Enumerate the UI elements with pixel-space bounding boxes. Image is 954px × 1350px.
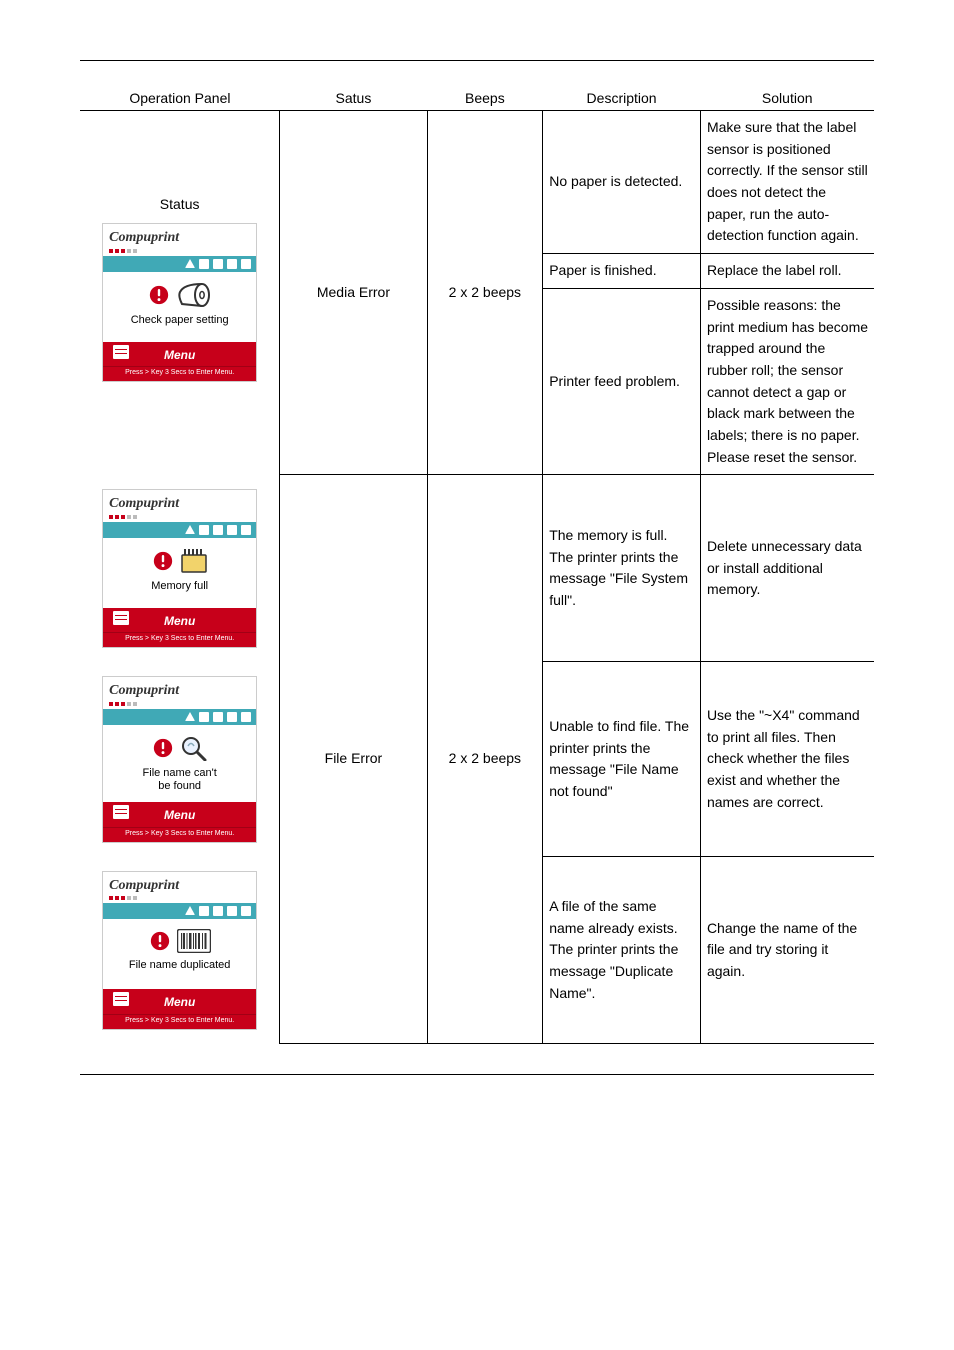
panel-menubar: Menu (103, 342, 256, 367)
printer-panel-memory: Compuprint (102, 489, 257, 648)
panel-brand-dots (103, 896, 256, 903)
memory-chip-icon (180, 548, 208, 574)
menu-grid-icon (113, 611, 129, 625)
panel-message: Check paper setting (107, 314, 252, 328)
col-header-solution: Solution (700, 86, 874, 111)
desc-file-3: A file of the same name already exists. … (543, 857, 701, 1044)
menu-grid-icon (113, 992, 129, 1006)
panel-cell-fdup: Compuprint (80, 857, 280, 1044)
status-media: Media Error (280, 111, 427, 475)
panel-message: Memory full (107, 580, 252, 594)
panel-cell-fnf: Compuprint (80, 662, 280, 857)
panel-iconbar (103, 522, 256, 538)
desc-media-2: Paper is finished. (543, 254, 701, 289)
panel-iconbar (103, 709, 256, 725)
panel-iconbar (103, 256, 256, 272)
panel-message: File name duplicated (107, 959, 252, 973)
panel-menu-hint: Press > Key 3 Secs to Enter Menu. (103, 1014, 256, 1029)
panel-menubar: Menu (103, 802, 256, 827)
desc-file-2: Unable to find file. The printer prints … (543, 662, 701, 857)
panel-brand-dots (103, 249, 256, 256)
panel-iconbar (103, 903, 256, 919)
panel-brand: Compuprint (103, 677, 256, 702)
panel-menubar: Menu (103, 608, 256, 633)
beeps-file: 2 x 2 beeps (427, 475, 543, 1044)
sol-media-2: Replace the label roll. (700, 254, 874, 289)
printer-panel-paper: Compuprint (102, 223, 257, 382)
alert-icon (152, 550, 174, 572)
sol-file-1: Delete unnecessary data or install addit… (700, 475, 874, 662)
alert-icon (148, 284, 170, 306)
status-file: File Error (280, 475, 427, 1044)
panel-brand: Compuprint (103, 224, 256, 249)
panel-menu-label: Menu (164, 995, 195, 1009)
panel-menu-hint: Press > Key 3 Secs to Enter Menu. (103, 366, 256, 381)
panel-brand-dots (103, 702, 256, 709)
panel-menu-hint: Press > Key 3 Secs to Enter Menu. (103, 632, 256, 647)
desc-media-3: Printer feed problem. (543, 288, 701, 475)
panel-menu-label: Menu (164, 348, 195, 362)
printer-panel-fnf: Compuprint (102, 676, 257, 843)
col-header-panel: Operation Panel (80, 86, 280, 111)
sol-file-2: Use the "~X4" command to print all files… (700, 662, 874, 857)
beeps-media: 2 x 2 beeps (427, 111, 543, 475)
menu-grid-icon (113, 805, 129, 819)
panel-message: File name can't be found (107, 767, 252, 795)
sol-media-3: Possible reasons: the print medium has b… (700, 288, 874, 475)
magnifier-icon (180, 735, 208, 761)
alert-icon (149, 930, 171, 952)
col-header-beeps: Beeps (427, 86, 543, 111)
sol-media-1: Make sure that the label sensor is posit… (700, 111, 874, 254)
desc-file-1: The memory is full. The printer prints t… (543, 475, 701, 662)
panel-menubar: Menu (103, 989, 256, 1014)
panel-status-caption: Status (86, 194, 273, 216)
paper-roll-icon (176, 282, 212, 308)
panel-cell-memory: Compuprint (80, 475, 280, 662)
panel-brand: Compuprint (103, 490, 256, 515)
page-top-rule (80, 60, 874, 61)
page-bottom-rule (80, 1074, 874, 1075)
barcode-icon (177, 929, 211, 953)
panel-brand: Compuprint (103, 872, 256, 897)
panel-cell-media: Status Compuprint (80, 111, 280, 475)
alert-icon (152, 737, 174, 759)
troubleshooting-table: Operation Panel Satus Beeps Description … (80, 86, 874, 1044)
panel-menu-hint: Press > Key 3 Secs to Enter Menu. (103, 827, 256, 842)
panel-menu-label: Menu (164, 808, 195, 822)
col-header-description: Description (543, 86, 701, 111)
sol-file-3: Change the name of the file and try stor… (700, 857, 874, 1044)
printer-panel-fdup: Compuprint (102, 871, 257, 1030)
col-header-status: Satus (280, 86, 427, 111)
panel-brand-dots (103, 515, 256, 522)
panel-menu-label: Menu (164, 614, 195, 628)
desc-media-1: No paper is detected. (543, 111, 701, 254)
menu-grid-icon (113, 345, 129, 359)
